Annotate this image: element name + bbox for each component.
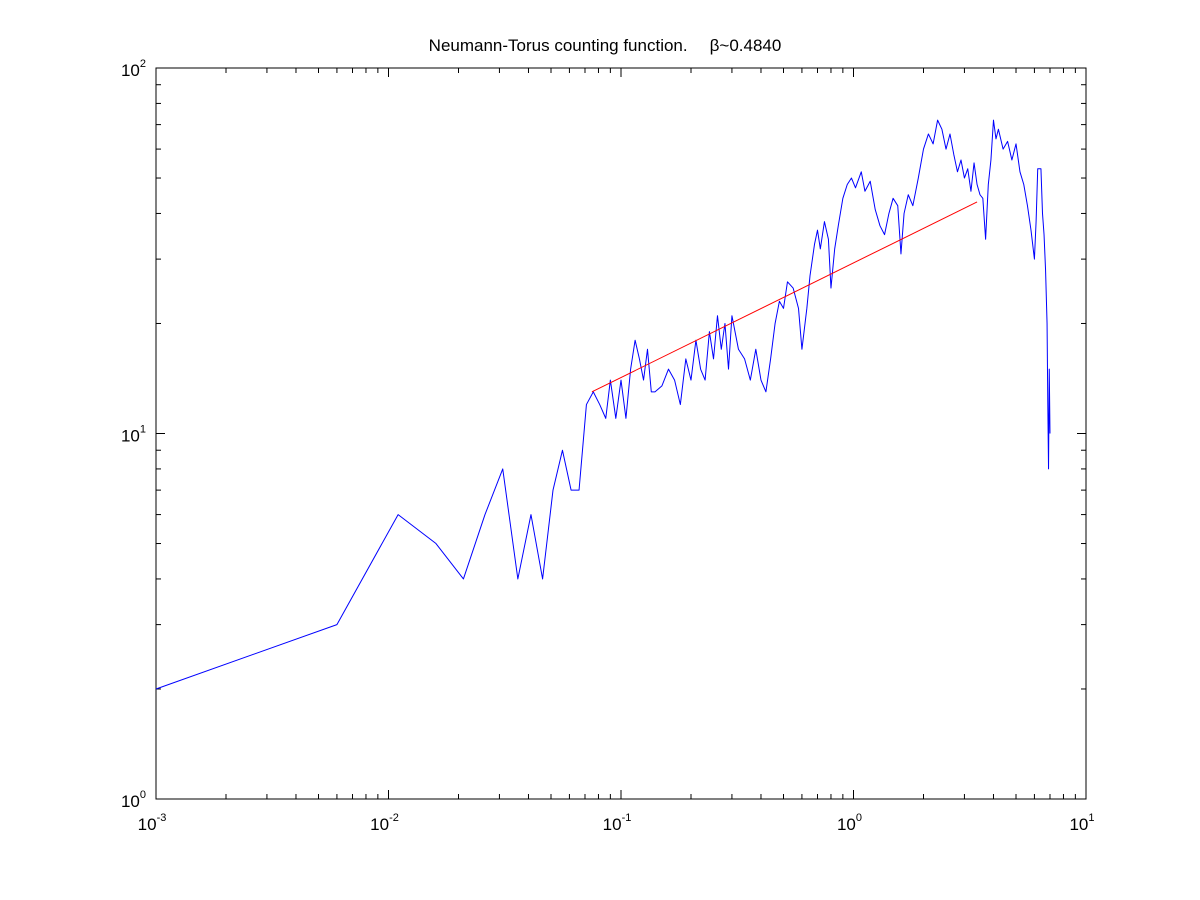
chart-title: Neumann-Torus counting function. β~0.4840 bbox=[429, 36, 782, 55]
y-tick-labels: 100 101 102 bbox=[121, 58, 146, 811]
x-tick-label: 10-2 bbox=[370, 812, 399, 834]
x-tick-labels: 10-3 10-2 10-1 100 101 bbox=[138, 812, 1095, 834]
plot-area bbox=[155, 67, 1087, 800]
y-tick-label: 101 bbox=[121, 424, 146, 446]
x-tick-label: 101 bbox=[1069, 812, 1094, 834]
x-tick-label: 10-3 bbox=[138, 812, 167, 834]
x-tick-label: 100 bbox=[837, 812, 862, 834]
counting-function-line bbox=[155, 119, 1051, 690]
y-tick-label: 102 bbox=[121, 58, 146, 80]
x-tick-label: 10-1 bbox=[603, 812, 632, 834]
y-tick-label: 100 bbox=[121, 789, 146, 811]
minor-ticks bbox=[156, 68, 1086, 799]
series-layer bbox=[155, 119, 1051, 690]
major-ticks bbox=[155, 67, 1087, 800]
fit-line bbox=[591, 201, 978, 393]
